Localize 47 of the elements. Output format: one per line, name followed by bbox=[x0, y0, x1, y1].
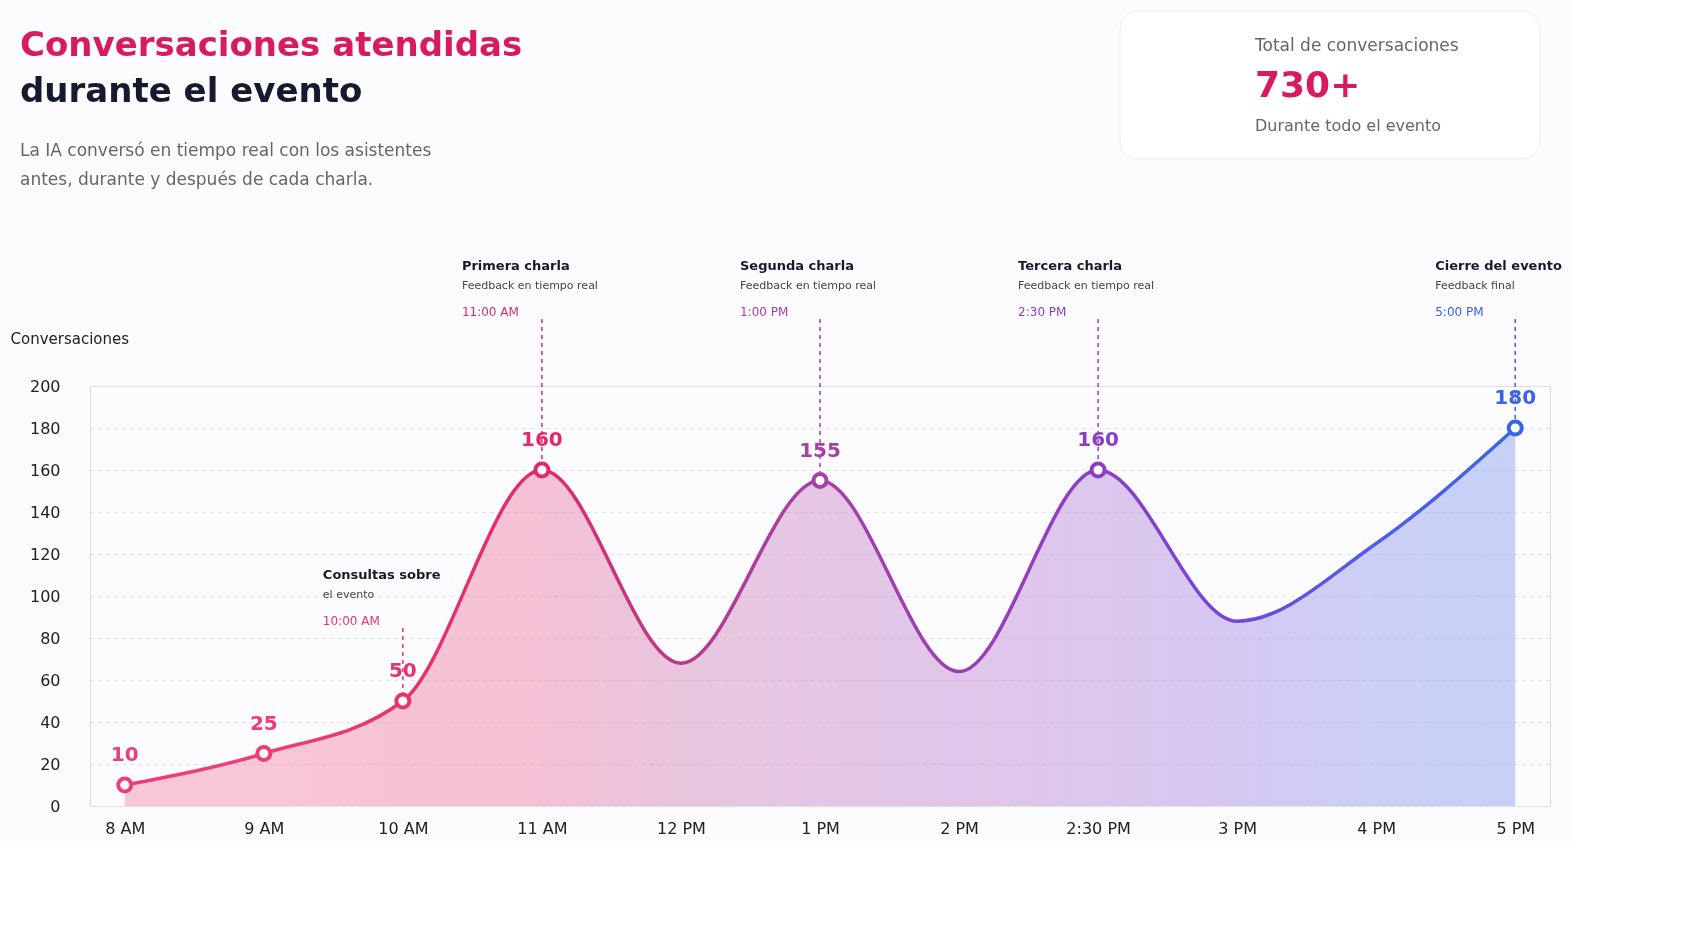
x-tick-label: 9 AM bbox=[244, 818, 285, 838]
text: 730+ bbox=[1255, 64, 1361, 105]
data-label: 160 bbox=[1077, 427, 1119, 451]
data-label: 25 bbox=[249, 710, 278, 735]
annotation: Primera charla Feedback en tiempo real 11:00 AM bbox=[461, 258, 598, 319]
chart-title: Conversaciones atendidas durante el evento bbox=[20, 24, 523, 110]
x-tick-label: 8 AM bbox=[105, 818, 146, 838]
x-tick-label: 11 AM bbox=[517, 818, 568, 838]
y-tick-label: 160 bbox=[29, 460, 61, 480]
point bbox=[394, 692, 412, 710]
x-tick-label: 1 PM bbox=[801, 818, 840, 838]
x-tick-label: 2 PM bbox=[940, 818, 979, 838]
annotation: Consultas sobre el evento 10:00 AM bbox=[322, 567, 441, 628]
data-label: 10 bbox=[110, 742, 139, 766]
x-tick-label: 4 PM bbox=[1357, 818, 1397, 838]
y-tick-label: 120 bbox=[29, 544, 61, 564]
annotation: Cierre del evento Feedback final 5:00 PM bbox=[1435, 258, 1562, 319]
y-tick-label: 0 bbox=[50, 796, 61, 816]
x-tick-label: 5 PM bbox=[1496, 818, 1536, 838]
y-tick-label: 100 bbox=[29, 586, 61, 606]
point bbox=[1089, 461, 1107, 479]
y-tick-label: 180 bbox=[29, 418, 61, 438]
x-tick-label: 3 PM bbox=[1218, 818, 1257, 838]
point bbox=[116, 776, 134, 794]
y-tick-label: 40 bbox=[40, 712, 61, 732]
annotation: Segunda charla Feedback en tiempo real 1:00 PM bbox=[740, 258, 877, 319]
y-tick-label: 80 bbox=[40, 628, 61, 648]
text: Total de conversaciones bbox=[1254, 35, 1459, 55]
annotation: Tercera charla Feedback en tiempo real 2:30 PM bbox=[1018, 258, 1155, 319]
y-axis-title: Conversaciones bbox=[10, 329, 130, 348]
y-tick-label: 140 bbox=[29, 502, 61, 522]
x-tick-label: 2:30 PM bbox=[1066, 818, 1131, 838]
point bbox=[533, 461, 551, 479]
point bbox=[811, 471, 829, 490]
data-label: 160 bbox=[521, 427, 563, 451]
data-label: 180 bbox=[1494, 385, 1537, 409]
y-tick-label: 200 bbox=[29, 376, 61, 396]
x-tick-label: 12 PM bbox=[657, 818, 706, 838]
data-label: 50 bbox=[388, 658, 417, 682]
point bbox=[1506, 419, 1524, 437]
text: Durante todo el evento bbox=[1255, 116, 1442, 135]
point bbox=[255, 744, 273, 763]
chart-subtitle: La IA conversó en tiempo real con los asistentes antes, durante y después de cada charla. bbox=[20, 140, 432, 189]
y-tick-label: 20 bbox=[40, 754, 61, 774]
y-tick-label: 60 bbox=[40, 670, 61, 690]
data-label: 155 bbox=[799, 437, 841, 462]
x-tick-label: 10 AM bbox=[378, 818, 429, 838]
